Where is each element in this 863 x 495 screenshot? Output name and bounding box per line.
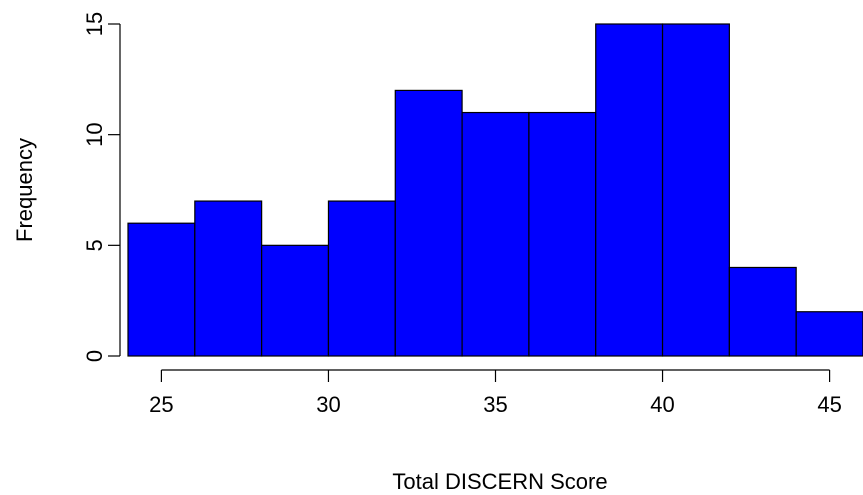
x-tick-label: 40 [650,392,674,417]
x-tick-label: 45 [817,392,841,417]
y-axis: 0 5 10 15 [82,12,121,362]
x-axis-title: Total DISCERN Score [392,469,607,494]
y-tick-label: 15 [82,12,107,36]
histogram-bars [127,23,863,357]
histogram-bar [261,244,330,357]
histogram-bar [327,200,396,357]
x-axis: 25 30 35 40 45 [149,369,842,417]
histogram-bar [595,23,664,357]
histogram-bar [461,111,530,357]
histogram-bar [127,222,196,357]
histogram-bar [194,200,263,357]
x-tick-label: 35 [483,392,507,417]
x-tick-label: 30 [316,392,340,417]
histogram-bar [728,266,797,357]
histogram-bar [661,23,730,357]
histogram-bar [795,311,863,357]
histogram-bar [528,111,597,357]
y-tick-label: 0 [82,350,107,362]
y-axis-title: Frequency [12,138,37,242]
histogram-bar [394,89,463,357]
y-tick-label: 10 [82,122,107,146]
y-tick-label: 5 [82,239,107,251]
x-tick-label: 25 [149,392,173,417]
